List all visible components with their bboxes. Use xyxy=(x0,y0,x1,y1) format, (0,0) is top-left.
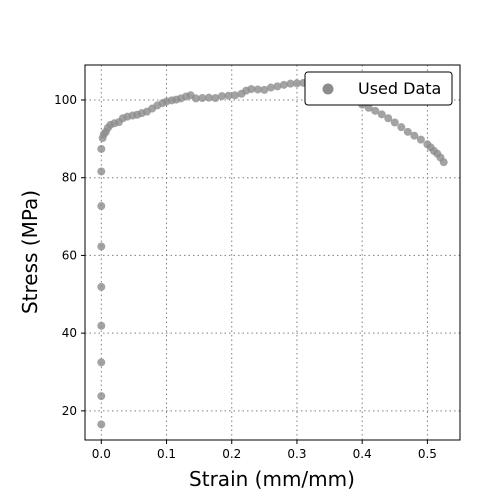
x-tick-label: 0.1 xyxy=(157,447,176,461)
y-tick-label: 60 xyxy=(62,248,77,262)
data-point xyxy=(390,118,399,127)
data-point xyxy=(273,82,282,91)
grid xyxy=(85,65,460,440)
data-point xyxy=(97,358,106,367)
data-point xyxy=(279,80,288,89)
data-point xyxy=(224,91,233,100)
legend-marker xyxy=(322,83,334,95)
data-point xyxy=(247,85,256,94)
x-tick-label: 0.5 xyxy=(418,447,437,461)
data-point xyxy=(97,144,106,153)
data-point xyxy=(97,392,106,401)
data-point xyxy=(97,282,106,291)
data-point xyxy=(410,131,419,140)
data-point xyxy=(364,103,373,112)
data-point xyxy=(384,114,393,123)
data-point xyxy=(97,202,106,211)
data-point xyxy=(217,92,226,101)
data-point xyxy=(97,167,106,176)
legend: Used Data xyxy=(304,71,453,106)
data-point xyxy=(377,110,386,119)
y-tick-label: 100 xyxy=(54,93,77,107)
x-tick-label: 0.0 xyxy=(92,447,111,461)
data-point xyxy=(211,94,220,103)
x-tick-label: 0.4 xyxy=(353,447,372,461)
data-point xyxy=(292,79,301,88)
y-tick-label: 80 xyxy=(62,171,77,185)
axis-ticks: 0.0 0.1 0.2 0.3 0.4 0.5 20 40 60 80 100 xyxy=(54,93,437,461)
x-tick-label: 0.2 xyxy=(222,447,241,461)
data-point xyxy=(439,158,448,167)
data-point xyxy=(403,127,412,136)
data-point xyxy=(260,85,269,94)
data-point xyxy=(97,321,106,330)
data-point xyxy=(97,420,106,429)
data-point xyxy=(204,93,213,102)
plot-frame xyxy=(84,64,461,441)
data-point xyxy=(253,85,262,94)
legend-box xyxy=(304,71,453,106)
data-point xyxy=(371,106,380,115)
data-point xyxy=(97,242,106,251)
legend-label: Used Data xyxy=(358,79,441,98)
data-point xyxy=(397,123,406,132)
data-point xyxy=(286,79,295,88)
data-point xyxy=(198,94,207,103)
data-point xyxy=(266,83,275,92)
data-points xyxy=(97,78,448,429)
y-axis-label: Stress (MPa) xyxy=(18,190,42,314)
data-point xyxy=(231,91,239,100)
data-point xyxy=(191,94,200,103)
y-tick-label: 40 xyxy=(62,326,77,340)
data-point xyxy=(416,135,425,144)
x-axis-label: Strain (mm/mm) xyxy=(189,467,355,491)
x-tick-label: 0.3 xyxy=(287,447,306,461)
y-tick-label: 20 xyxy=(62,404,77,418)
